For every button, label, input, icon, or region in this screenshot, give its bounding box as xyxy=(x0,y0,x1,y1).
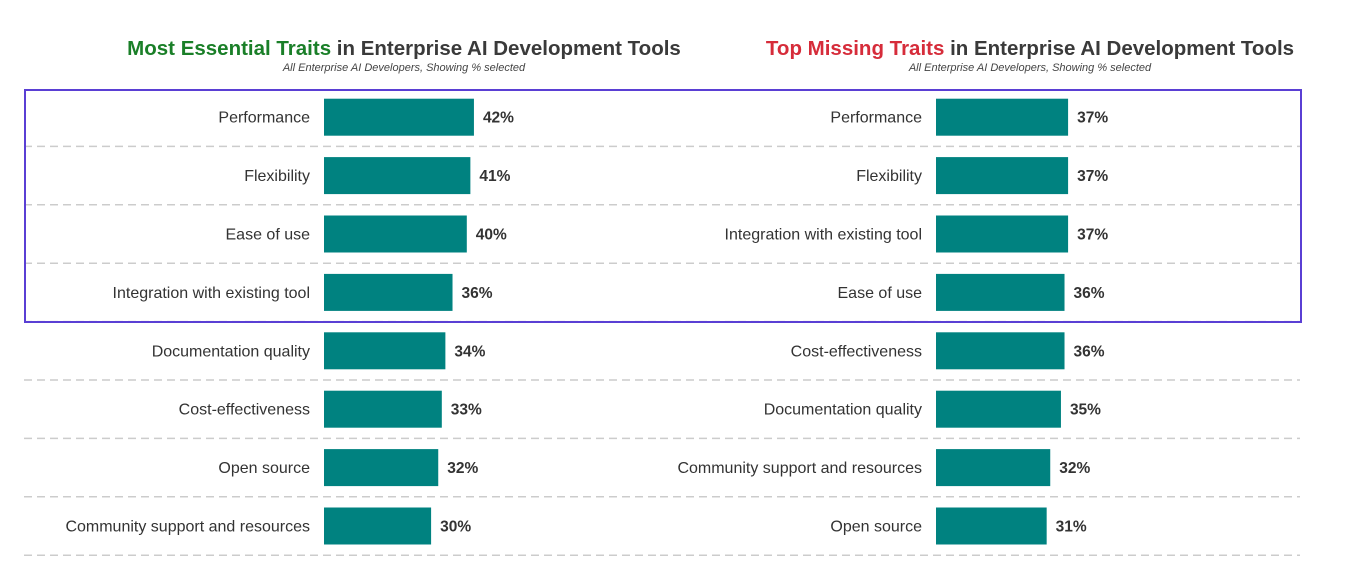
left-category-label: Flexibility xyxy=(244,168,310,185)
left-bar xyxy=(324,332,446,370)
right-value-label: 32% xyxy=(1059,460,1090,477)
right-category-label: Documentation quality xyxy=(764,402,922,419)
left-bar xyxy=(324,157,471,195)
right-value-label: 31% xyxy=(1056,519,1087,536)
left-chart-subtitle: All Enterprise AI Developers, Showing % … xyxy=(282,62,526,74)
right-category-label: Performance xyxy=(830,110,922,127)
left-category-label: Ease of use xyxy=(226,227,311,244)
left-title-rest: in Enterprise AI Development Tools xyxy=(331,37,681,60)
right-value-label: 37% xyxy=(1077,227,1108,244)
left-value-label: 34% xyxy=(454,343,485,360)
left-category-label: Performance xyxy=(218,110,310,127)
right-bar xyxy=(936,390,1061,428)
left-value-label: 42% xyxy=(483,110,514,127)
left-category-label: Community support and resources xyxy=(65,519,310,536)
right-chart-subtitle: All Enterprise AI Developers, Showing % … xyxy=(908,62,1152,74)
left-title-highlight: Most Essential Traits xyxy=(127,37,332,60)
right-bar xyxy=(936,449,1051,487)
left-value-label: 33% xyxy=(451,402,482,419)
right-category-label: Community support and resources xyxy=(677,460,922,477)
right-value-label: 37% xyxy=(1077,110,1108,127)
right-category-label: Flexibility xyxy=(856,168,922,185)
right-title-rest: in Enterprise AI Development Tools xyxy=(944,37,1295,60)
left-value-label: 32% xyxy=(447,460,478,477)
right-bar xyxy=(936,215,1069,253)
right-bar xyxy=(936,98,1069,136)
left-value-label: 30% xyxy=(440,519,471,536)
right-category-label: Cost-effectiveness xyxy=(791,343,922,360)
right-value-label: 35% xyxy=(1070,402,1101,419)
right-chart-title: Top Missing Traits in Enterprise AI Deve… xyxy=(720,37,1340,61)
right-value-label: 37% xyxy=(1077,168,1108,185)
left-value-label: 41% xyxy=(479,168,510,185)
left-bar xyxy=(324,390,442,428)
left-value-label: 40% xyxy=(476,227,507,244)
left-bar xyxy=(324,449,439,487)
right-bar xyxy=(936,332,1065,370)
left-bar xyxy=(324,507,432,545)
right-category-label: Ease of use xyxy=(838,285,923,302)
left-bar xyxy=(324,98,474,136)
right-value-label: 36% xyxy=(1074,285,1105,302)
left-category-label: Open source xyxy=(218,460,310,477)
right-bar xyxy=(936,273,1065,311)
left-bar xyxy=(324,273,453,311)
left-category-label: Cost-effectiveness xyxy=(179,402,310,419)
right-category-label: Open source xyxy=(830,519,922,536)
left-bar xyxy=(324,215,467,253)
left-category-label: Documentation quality xyxy=(152,343,310,360)
left-value-label: 36% xyxy=(462,285,493,302)
right-title-highlight: Top Missing Traits xyxy=(765,37,945,60)
right-bar xyxy=(936,157,1069,195)
right-category-label: Integration with existing tool xyxy=(725,227,922,244)
right-bar xyxy=(936,507,1047,545)
right-value-label: 36% xyxy=(1074,343,1105,360)
left-chart-title: Most Essential Traits in Enterprise AI D… xyxy=(100,37,708,61)
left-category-label: Integration with existing tool xyxy=(113,285,310,302)
